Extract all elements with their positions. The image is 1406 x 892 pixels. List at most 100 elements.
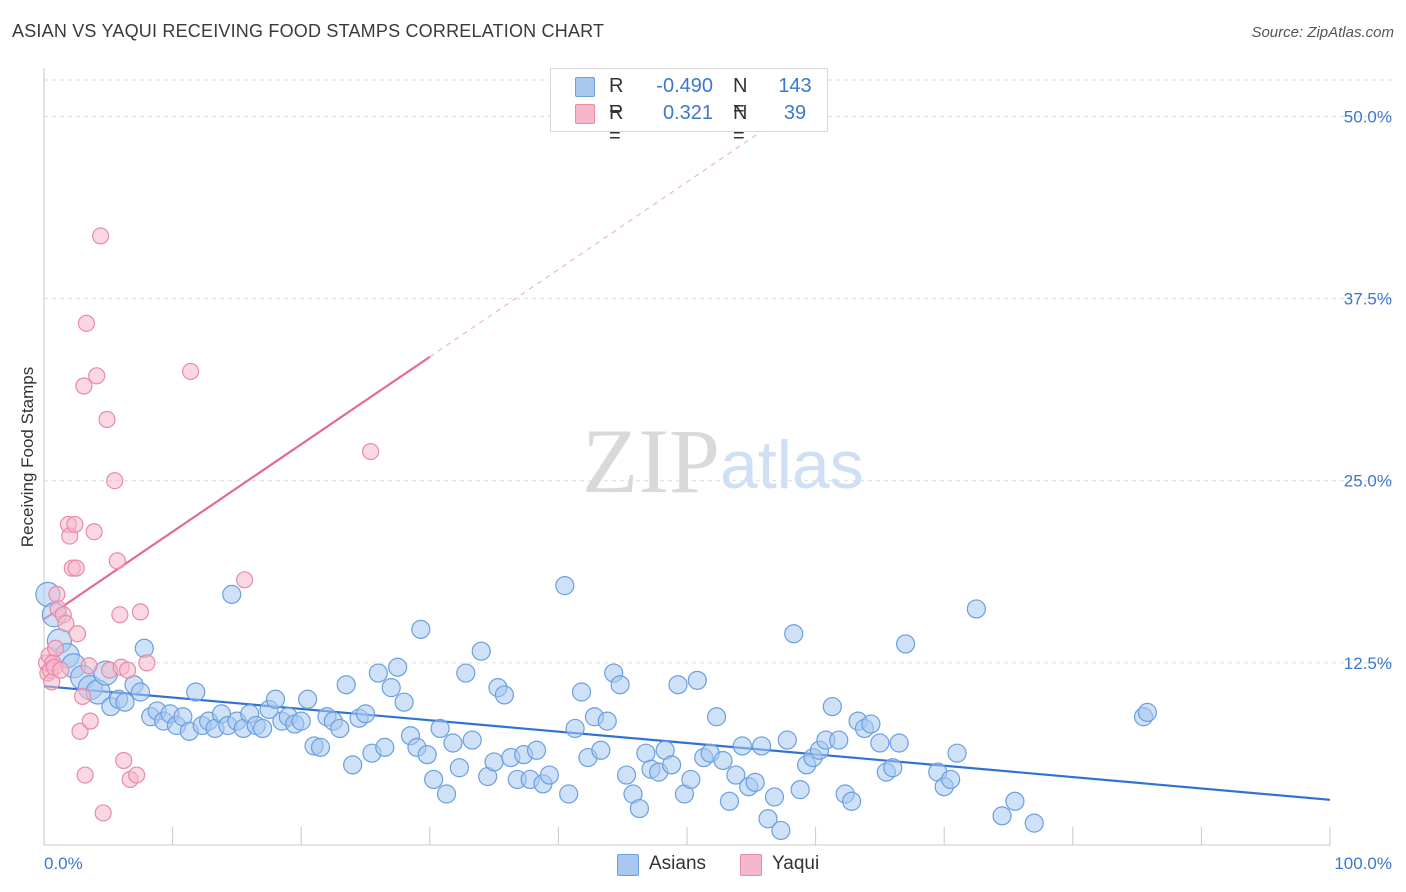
yaqui-point: [111, 606, 129, 624]
asians-point: [449, 758, 469, 778]
asians-point: [336, 675, 356, 695]
y-axis-label: Receiving Food Stamps: [18, 366, 37, 548]
asians-point: [687, 670, 707, 690]
watermark-atlas: atlas: [720, 427, 864, 503]
asians-point: [1137, 702, 1157, 723]
asians-point: [764, 787, 785, 807]
yaqui-point: [94, 804, 112, 822]
y-tick-label: 12.5%: [1344, 654, 1392, 673]
yaqui-point: [127, 766, 146, 784]
asians-point: [394, 692, 414, 712]
asians-point: [610, 675, 630, 695]
asians-point: [368, 663, 388, 683]
asians-point: [539, 765, 559, 785]
asians-point: [661, 755, 682, 775]
asians-point: [222, 584, 242, 604]
asians-point: [253, 718, 273, 739]
asians-point: [713, 750, 733, 771]
yaqui-trend-extension: [429, 94, 816, 358]
yaqui-point: [73, 687, 92, 705]
asians-point: [777, 730, 797, 750]
asians-point: [310, 737, 331, 757]
yaqui-point: [46, 639, 65, 657]
asians-point: [456, 663, 476, 683]
asians-point: [1005, 791, 1025, 811]
asians-point: [861, 714, 881, 734]
asians-point: [462, 730, 482, 750]
asians-point: [896, 634, 916, 654]
yaqui-point: [66, 515, 84, 534]
n-label: N =: [733, 102, 748, 147]
yaqui-point: [52, 661, 70, 679]
asians-point: [842, 791, 862, 811]
yaqui-point: [67, 559, 85, 577]
asians-point: [411, 619, 431, 639]
asians-point: [726, 765, 746, 785]
yaqui-point: [80, 657, 98, 675]
asians-point: [591, 740, 611, 760]
asians-point: [265, 689, 286, 709]
y-tick-label: 50.0%: [1344, 107, 1392, 126]
chart-title: ASIAN VS YAQUI RECEIVING FOOD STAMPS COR…: [12, 21, 605, 41]
r-value: -0.490: [656, 75, 713, 97]
yaqui-point: [68, 625, 87, 643]
r-label: R =: [609, 75, 624, 120]
asians-point: [636, 743, 656, 763]
asians-point: [784, 624, 804, 644]
yaqui-point: [76, 766, 94, 784]
asians-point: [443, 733, 463, 753]
asians-point: [484, 752, 504, 772]
asians-point: [417, 745, 437, 765]
asians-swatch: [575, 77, 595, 97]
yaqui-point: [75, 377, 93, 395]
n-value: 39: [783, 102, 807, 124]
asians-point: [298, 689, 318, 709]
yaqui-point: [118, 661, 137, 679]
asians-point: [758, 809, 778, 829]
asians-point: [555, 576, 575, 596]
asians-point: [829, 730, 849, 750]
asians-point: [597, 711, 617, 731]
yaqui-point: [236, 571, 254, 589]
trend-lines: [43, 94, 1331, 801]
yaqui-swatch: [575, 104, 595, 124]
yaqui-point: [362, 442, 380, 461]
asians-point: [471, 641, 491, 661]
n-value: 143: [778, 75, 812, 97]
yaqui-legend-label: Yaqui: [772, 853, 820, 874]
asians-point: [941, 769, 961, 790]
asians-point: [822, 696, 842, 717]
asians-point: [559, 784, 579, 804]
asians-point: [571, 682, 592, 702]
asians-point: [186, 682, 206, 702]
asians-point: [947, 743, 967, 763]
r-value: 0.321: [662, 102, 713, 124]
asians-point: [992, 806, 1012, 826]
n-label: N =: [733, 75, 748, 120]
r-label: R =: [609, 102, 624, 147]
yaqui-point: [106, 472, 124, 490]
yaqui-point: [77, 314, 96, 332]
asians-point: [430, 718, 450, 739]
asians-point: [115, 692, 135, 712]
yaqui-point: [57, 614, 75, 633]
x-tick-label: 100.0%: [1334, 854, 1392, 873]
yaqui-point: [98, 410, 116, 429]
x-tick-label: 0.0%: [44, 854, 83, 873]
source-label: Source: ZipAtlas.com: [1251, 24, 1394, 41]
y-tick-label: 25.0%: [1344, 472, 1392, 491]
yaqui-legend-swatch: [740, 854, 762, 876]
asians-point: [388, 657, 408, 677]
asians-point: [870, 733, 890, 753]
asians-legend-swatch: [617, 854, 639, 876]
tick-labels: 12.5% 25.0% 37.5% 50.0% 0.0% 100.0%: [44, 107, 1392, 873]
asians-point: [681, 769, 701, 790]
asians-point: [355, 704, 376, 724]
asians-point: [1024, 813, 1044, 833]
asians-point: [424, 769, 444, 790]
yaqui-point: [71, 722, 89, 740]
asians-point: [966, 599, 986, 619]
asians-point: [343, 755, 363, 775]
asians-point: [526, 740, 547, 760]
